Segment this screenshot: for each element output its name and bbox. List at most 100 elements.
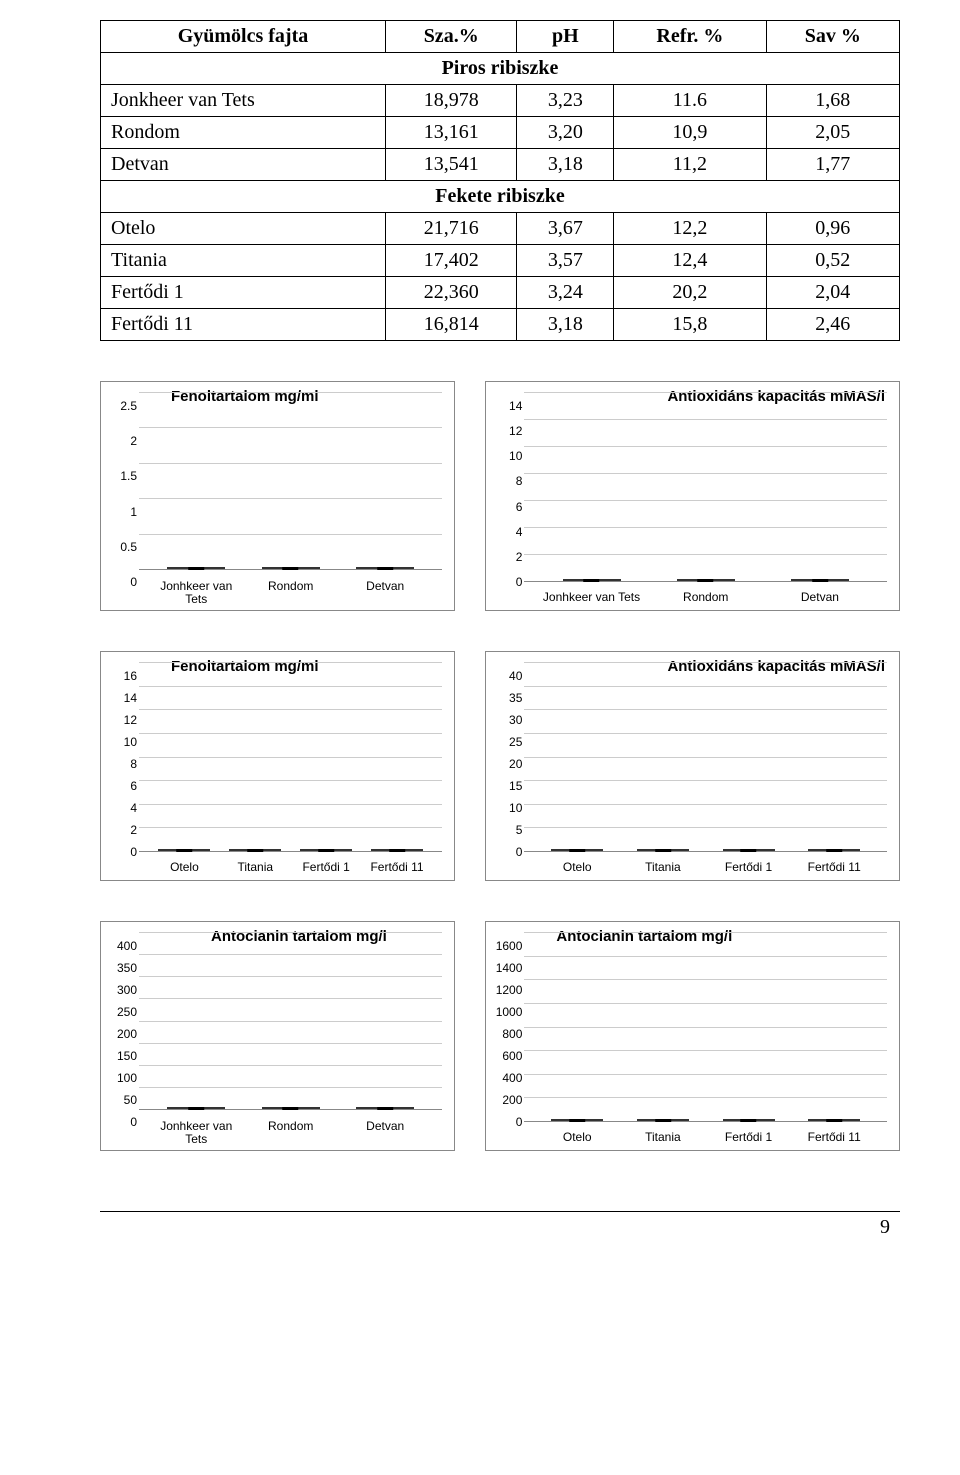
cell-value: 15,8	[614, 309, 766, 341]
fruit-data-table: Gyümölcs fajta Sza.% pH Refr. % Sav % Pi…	[100, 20, 900, 341]
y-tick: 400	[105, 939, 137, 953]
y-tick: 0	[490, 1115, 522, 1129]
chart-antiox-red: Antioxidáns kapacitás mMAS/l02468101214J…	[485, 381, 900, 611]
plot-area	[139, 392, 442, 570]
table-row: Jonkheer van Tets18,9783,2311.61,68	[101, 85, 900, 117]
bar	[356, 567, 414, 569]
x-tick: Fertődi 11	[362, 860, 433, 874]
cell-value: 3,57	[517, 245, 614, 277]
y-tick: 0	[105, 575, 137, 589]
y-tick: 14	[490, 399, 522, 413]
bar	[637, 1119, 689, 1121]
bar-wrap	[791, 849, 877, 851]
cell-value: 11.6	[614, 85, 766, 117]
bar-wrap	[534, 579, 648, 581]
y-tick: 1	[105, 505, 137, 519]
cell-label: Titania	[101, 245, 386, 277]
bar	[563, 579, 621, 581]
y-tick: 250	[105, 1005, 137, 1019]
section-title: Fekete ribiszke	[101, 181, 900, 213]
cell-value: 11,2	[614, 149, 766, 181]
y-axis-labels: 00.511.522.5	[105, 392, 137, 582]
bar	[723, 849, 775, 851]
y-tick: 1400	[490, 961, 522, 975]
cell-value: 0,52	[766, 245, 899, 277]
chart-antoc-black: Antocianin tartalom mg/l0200400600800100…	[485, 921, 900, 1151]
bar-wrap	[706, 1119, 792, 1121]
bars-container	[139, 932, 442, 1109]
col-ph: pH	[517, 21, 614, 53]
cell-value: 16,814	[385, 309, 516, 341]
col-sza: Sza.%	[385, 21, 516, 53]
y-tick: 6	[490, 500, 522, 514]
chart-fenol-red: Fenoltartalom mg/ml00.511.522.5Jonhkeer …	[100, 381, 455, 611]
x-tick: Fertődi 1	[291, 860, 362, 874]
bar-wrap	[243, 1107, 337, 1109]
x-tick: Detvan	[763, 590, 877, 604]
bar-wrap	[534, 1119, 620, 1121]
bar-wrap	[149, 567, 243, 569]
y-tick: 200	[105, 1027, 137, 1041]
cell-value: 2,05	[766, 117, 899, 149]
cell-value: 17,402	[385, 245, 516, 277]
y-axis-labels: 050100150200250300350400	[105, 932, 137, 1122]
bar-wrap	[220, 849, 291, 851]
bar	[723, 1119, 775, 1121]
cell-value: 3,23	[517, 85, 614, 117]
col-refr: Refr. %	[614, 21, 766, 53]
cell-label: Detvan	[101, 149, 386, 181]
cell-value: 13,161	[385, 117, 516, 149]
cell-value: 3,18	[517, 149, 614, 181]
cell-value: 3,20	[517, 117, 614, 149]
y-tick: 800	[490, 1027, 522, 1041]
bar	[551, 849, 603, 851]
bar	[677, 579, 735, 581]
x-tick: Titania	[220, 860, 291, 874]
bar	[158, 849, 210, 851]
x-axis-labels: Jonhkeer van TetsRondomDetvan	[524, 590, 887, 604]
x-tick: Titania	[620, 1130, 706, 1144]
cell-value: 21,716	[385, 213, 516, 245]
x-tick: Rondom	[243, 1120, 337, 1146]
table-row: Rondom13,1613,2010,92,05	[101, 117, 900, 149]
bar-wrap	[763, 579, 877, 581]
table-header-row: Gyümölcs fajta Sza.% pH Refr. % Sav %	[101, 21, 900, 53]
table-row: Detvan13,5413,1811,21,77	[101, 149, 900, 181]
y-tick: 1200	[490, 983, 522, 997]
y-tick: 25	[490, 735, 522, 749]
x-tick: Titania	[620, 860, 706, 874]
y-tick: 30	[490, 713, 522, 727]
bar	[300, 849, 352, 851]
cell-value: 2,04	[766, 277, 899, 309]
y-tick: 8	[490, 474, 522, 488]
y-tick: 1600	[490, 939, 522, 953]
bar-wrap	[149, 1107, 243, 1109]
bars-container	[524, 662, 887, 851]
x-tick: Fertődi 1	[706, 860, 792, 874]
table-section-row: Piros ribiszke	[101, 53, 900, 85]
y-tick: 300	[105, 983, 137, 997]
bar-wrap	[338, 567, 432, 569]
bar-wrap	[620, 849, 706, 851]
bar	[551, 1119, 603, 1121]
bar	[371, 849, 423, 851]
chart-antoc-red: Antocianin tartalom mg/l0501001502002503…	[100, 921, 455, 1151]
y-tick: 20	[490, 757, 522, 771]
cell-value: 1,68	[766, 85, 899, 117]
y-tick: 4	[105, 801, 137, 815]
y-tick: 0	[490, 575, 522, 589]
y-tick: 2.5	[105, 399, 137, 413]
y-tick: 35	[490, 691, 522, 705]
bar-wrap	[338, 1107, 432, 1109]
bar	[791, 579, 849, 581]
y-axis-labels: 0246810121416	[105, 662, 137, 852]
bar	[637, 849, 689, 851]
y-tick: 200	[490, 1093, 522, 1107]
bar-wrap	[706, 849, 792, 851]
x-tick: Otelo	[534, 860, 620, 874]
cell-label: Fertődi 11	[101, 309, 386, 341]
y-tick: 40	[490, 669, 522, 683]
y-tick: 0	[105, 1115, 137, 1129]
y-tick: 12	[490, 424, 522, 438]
y-tick: 2	[105, 823, 137, 837]
